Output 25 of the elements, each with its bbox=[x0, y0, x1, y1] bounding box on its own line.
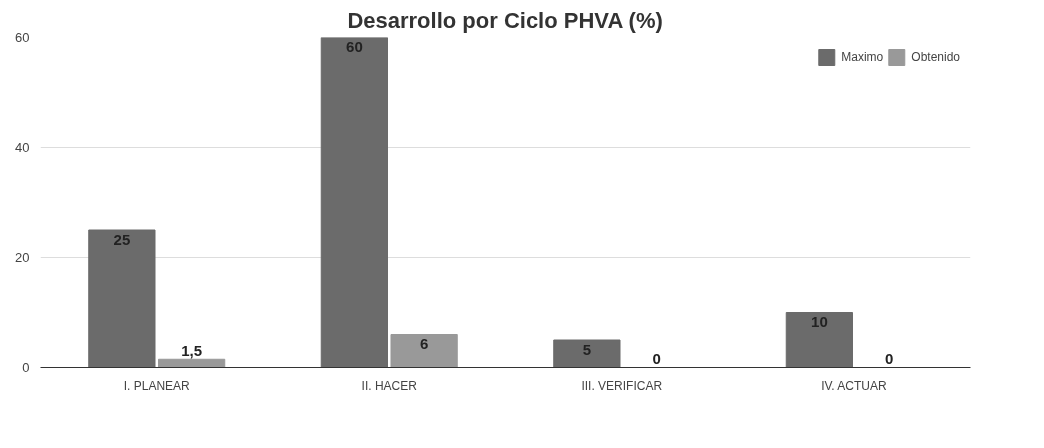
data-label: 60 bbox=[346, 38, 363, 56]
data-label: 1,5 bbox=[181, 342, 203, 360]
legend-label: Obtenido bbox=[911, 50, 960, 64]
bar bbox=[390, 334, 458, 368]
x-tick-label: II. HACER bbox=[361, 378, 418, 393]
data-label: 25 bbox=[113, 230, 131, 248]
bar bbox=[88, 229, 156, 368]
bar bbox=[785, 312, 854, 368]
y-tick-label: 60 bbox=[15, 30, 30, 45]
data-label: 5 bbox=[582, 340, 592, 358]
chart-title: Desarrollo por Ciclo PHVA (%) bbox=[347, 7, 663, 33]
data-label: 0 bbox=[884, 350, 894, 368]
legend-label: Maximo bbox=[841, 50, 884, 64]
data-label: 6 bbox=[419, 335, 429, 353]
y-tick-label: 0 bbox=[22, 360, 30, 375]
bar bbox=[553, 339, 621, 368]
bar bbox=[320, 37, 389, 368]
bar bbox=[157, 358, 226, 368]
x-tick-label: I. PLANEAR bbox=[123, 378, 191, 393]
data-label: 0 bbox=[652, 350, 661, 368]
y-tick-label: 20 bbox=[15, 250, 30, 265]
data-label: 10 bbox=[811, 313, 828, 331]
y-tick-label: 40 bbox=[15, 140, 30, 155]
x-tick-label: III. VERIFICAR bbox=[581, 378, 663, 393]
x-tick-label: IV. ACTUAR bbox=[821, 378, 888, 393]
